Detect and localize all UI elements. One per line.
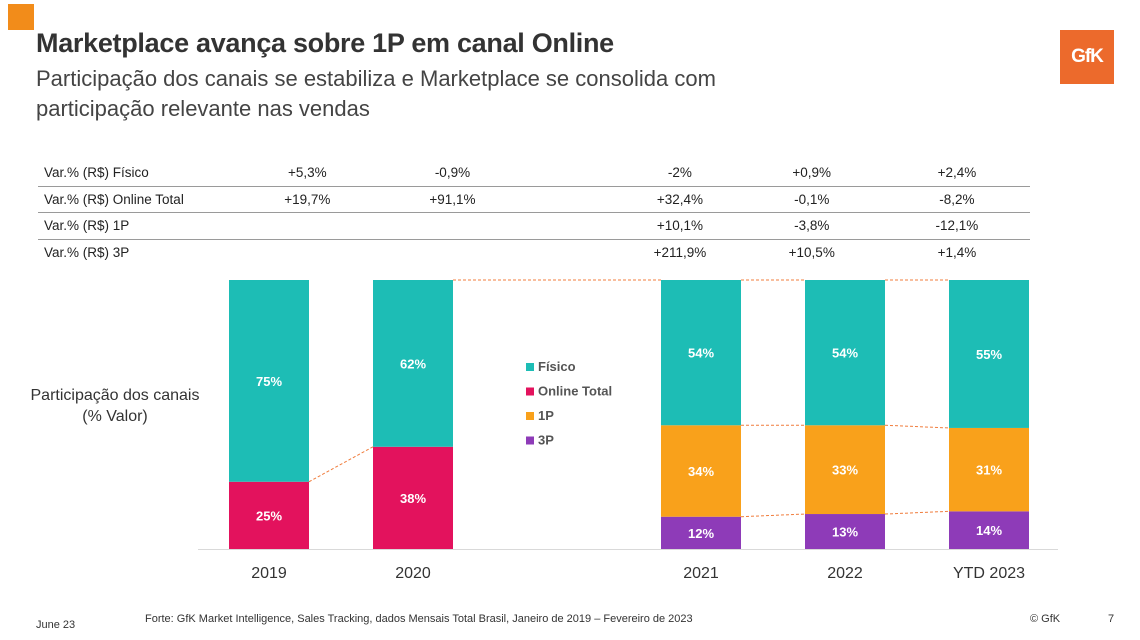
- bar-1p-2021: [661, 425, 741, 517]
- connector-3p-2022-ytd-2023: [884, 510, 950, 515]
- cell-2021: -2%: [620, 160, 740, 187]
- cell-2020: -0,9%: [383, 160, 522, 187]
- x-tick-label-2022: 2022: [827, 565, 863, 582]
- bar-3p-ytd-2023: [949, 511, 1029, 549]
- cell-2020: [383, 212, 522, 240]
- cell-2020: +91,1%: [383, 186, 522, 213]
- data-label-1p-2022: 33%: [832, 463, 858, 478]
- cell-ytd2023: -8,2%: [883, 186, 1030, 213]
- table-row: Var.% (R$) 3P +211,9% +10,5% +1,4%: [38, 239, 1030, 265]
- bar-1p-2022: [805, 425, 885, 515]
- bar-fisico-2020: [373, 280, 453, 447]
- legend-label-3p: 3P: [538, 433, 554, 448]
- x-tick-label-2019: 2019: [251, 565, 287, 582]
- data-label-3p-2022: 13%: [832, 525, 858, 540]
- cell-2022: +10,5%: [788, 244, 835, 260]
- legend-label-1p: 1P: [538, 408, 554, 423]
- connector-1p-2022-ytd-2023: [884, 424, 950, 429]
- data-label-fisico-ytd-2023: 55%: [976, 347, 1002, 362]
- row-label: Var.% (R$) Online Total: [38, 186, 231, 213]
- data-label-fisico-2019: 75%: [256, 374, 282, 389]
- data-label-fisico-2021: 54%: [688, 346, 714, 361]
- bar-online-total-2019: [229, 481, 309, 549]
- stacked-bar-chart: 25% 75% 2019 38% 62% 2020 12% 34% 54% 2021 13% 33% 5…: [198, 279, 1058, 582]
- data-label-3p-ytd-2023: 14%: [976, 523, 1002, 538]
- gfk-logo: GfK: [1060, 30, 1114, 84]
- legend-label-online-total: Online Total: [538, 384, 612, 399]
- page-subtitle: Participação dos canais se estabiliza e …: [36, 66, 716, 121]
- cell-2022: -3,8%: [739, 212, 884, 240]
- footer-date: June 23: [36, 619, 76, 631]
- table-row: Var.% (R$) Físico +5,3% -0,9% -2% +0,9% …: [38, 160, 1030, 187]
- chart-axis-label: Participação dos canais (% Valor): [20, 385, 210, 427]
- data-label-online-total-2019: 25%: [256, 508, 282, 523]
- axis-label-line1: Participação dos canais: [30, 387, 200, 404]
- x-tick-label-2020: 2020: [395, 565, 431, 582]
- cell-2021: +211,9%: [653, 244, 707, 260]
- cell-ytd2023: -12,1%: [883, 212, 1030, 240]
- x-tick-label-2021: 2021: [683, 565, 719, 582]
- cell-2022: +0,9%: [739, 160, 884, 187]
- cell-2019: [230, 212, 384, 240]
- variation-table: Var.% (R$) Físico +5,3% -0,9% -2% +0,9% …: [38, 160, 1030, 265]
- cell-2019: +19,7%: [230, 186, 384, 213]
- legend-swatch-1p: [526, 412, 534, 420]
- cell-2022: -0,1%: [739, 186, 884, 213]
- bar-online-total-2020: [373, 446, 453, 549]
- page-title: Marketplace avança sobre 1P em canal Onl…: [36, 28, 614, 58]
- cell-ytd2023: +2,4%: [883, 160, 1030, 187]
- footer-source: Forte: GfK Market Intelligence, Sales Tr…: [145, 613, 693, 625]
- bar-3p-2021: [661, 516, 741, 549]
- cell-ytd2023: +1,4%: [937, 244, 977, 260]
- footer-page-number: 7: [1108, 613, 1115, 625]
- data-label-3p-2021: 12%: [688, 526, 714, 541]
- bar-fisico-2021: [661, 280, 741, 426]
- legend-swatch-online-total: [526, 387, 534, 396]
- cell-2019: +5,3%: [230, 160, 384, 187]
- footer-copyright: © GfK: [1030, 613, 1061, 625]
- connector-3p-2021-2022: [740, 513, 806, 518]
- connector-online-2019-2020: [308, 446, 374, 483]
- bar-fisico-ytd-2023: [949, 280, 1029, 428]
- cell-2021: +10,1%: [620, 212, 740, 240]
- legend-swatch-fisico: [526, 363, 534, 371]
- cell-2021: +32,4%: [620, 186, 740, 213]
- axis-label-line2: (% Valor): [82, 408, 148, 425]
- bar-1p-ytd-2023: [949, 427, 1029, 512]
- table-row: Var.% (R$) 1P +10,1% -3,8% -12,1%: [38, 212, 1030, 240]
- legend-label-fisico: Físico: [538, 359, 576, 374]
- data-label-1p-ytd-2023: 31%: [976, 463, 1002, 478]
- data-label-1p-2021: 34%: [688, 464, 714, 479]
- table-row: Var.% (R$) Online Total +19,7% +91,1% +3…: [38, 186, 1030, 213]
- data-label-online-total-2020: 38%: [400, 491, 426, 506]
- data-label-fisico-2020: 62%: [400, 356, 426, 371]
- row-label: Var.% (R$) Físico: [38, 160, 231, 187]
- corner-accent: [8, 4, 34, 30]
- bar-3p-2022: [805, 514, 885, 549]
- bar-fisico-2019: [229, 280, 309, 482]
- row-label: Var.% (R$) 3P: [44, 244, 130, 260]
- row-label: Var.% (R$) 1P: [38, 212, 231, 240]
- x-tick-label-ytd-2023: YTD 2023: [953, 565, 1025, 582]
- data-label-fisico-2022: 54%: [832, 346, 858, 361]
- legend-swatch-3p: [526, 436, 534, 445]
- bar-fisico-2022: [805, 280, 885, 426]
